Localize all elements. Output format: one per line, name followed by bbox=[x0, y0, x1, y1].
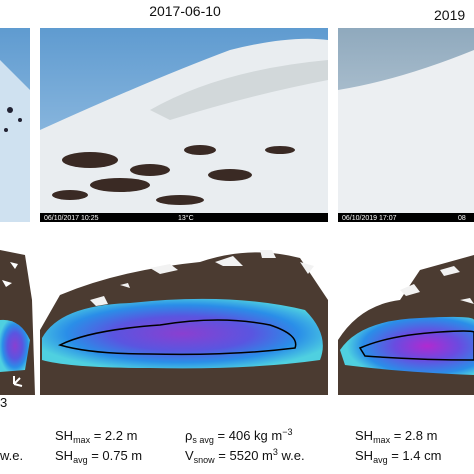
stat-text: Vsnow = 5520 m3 w.e. bbox=[185, 447, 305, 465]
stat-symbol: SH bbox=[55, 428, 73, 443]
stat-text: SHavg = 1.4 cm bbox=[355, 448, 441, 465]
stat-value: = 406 kg m bbox=[214, 428, 282, 443]
panel-date: 2017-06-10 bbox=[149, 3, 221, 19]
stat-subscript: avg bbox=[73, 455, 88, 465]
photo-temperature: 08 bbox=[458, 215, 466, 222]
stat-symbol: SH bbox=[355, 428, 373, 443]
render-middle bbox=[40, 250, 328, 395]
stat-symbol: SH bbox=[55, 448, 73, 463]
photo-left bbox=[0, 28, 30, 222]
stat-value: = 1.4 cm bbox=[388, 448, 442, 463]
we-fragment: w.e. bbox=[0, 448, 23, 463]
north-label: N bbox=[18, 402, 27, 416]
photo-timestamp: 06/10/2017 10:25 bbox=[44, 215, 99, 222]
stat-subscript: avg bbox=[373, 455, 388, 465]
photo-middle: 06/10/2017 10:25 13°C bbox=[40, 28, 328, 222]
stat-superscript: 3 bbox=[273, 447, 278, 457]
stat-value: = 0.75 m bbox=[88, 448, 143, 463]
photo-timestamp: 06/10/2019 17:07 bbox=[342, 215, 397, 222]
stat-text: SHmax = 2.8 m bbox=[355, 428, 437, 445]
stat-tail: w.e. bbox=[278, 448, 305, 463]
render-left: N bbox=[0, 250, 35, 416]
stat-text: ρs avg = 406 kg m−3 bbox=[185, 427, 292, 445]
stat-symbol: ρ bbox=[185, 428, 192, 443]
render-right bbox=[338, 255, 474, 395]
stat-subscript: snow bbox=[194, 455, 216, 465]
panel-date: 2019 bbox=[434, 7, 465, 23]
photo-right: 06/10/2019 17:07 08 bbox=[338, 28, 474, 222]
stat-value: = 2.8 m bbox=[390, 428, 437, 443]
stat-subscript: s avg bbox=[192, 435, 214, 445]
stat-superscript: −3 bbox=[282, 427, 292, 437]
stat-value: = 5520 m bbox=[215, 448, 273, 463]
unit-fragment: 3 bbox=[0, 395, 7, 410]
stat-symbol: SH bbox=[355, 448, 373, 463]
stat-subscript: max bbox=[73, 435, 91, 445]
stat-subscript: max bbox=[373, 435, 391, 445]
stat-value: = 2.2 m bbox=[90, 428, 137, 443]
stat-text: SHavg = 0.75 m bbox=[55, 448, 142, 465]
photo-temperature: 13°C bbox=[178, 214, 194, 222]
stat-symbol: V bbox=[185, 448, 194, 463]
stat-text: SHmax = 2.2 m bbox=[55, 428, 137, 445]
